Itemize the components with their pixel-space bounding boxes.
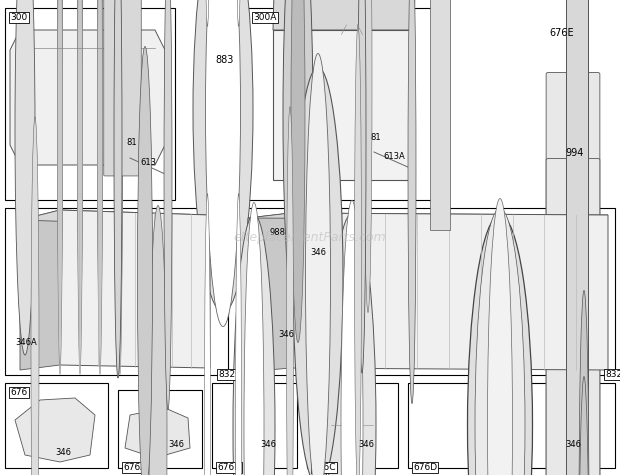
Bar [408, 383, 615, 468]
Polygon shape [290, 213, 608, 370]
Ellipse shape [286, 106, 293, 475]
Text: 346: 346 [310, 248, 326, 257]
Text: 346: 346 [260, 440, 276, 449]
Ellipse shape [283, 0, 313, 332]
Ellipse shape [97, 0, 102, 334]
FancyBboxPatch shape [546, 73, 600, 475]
Ellipse shape [579, 377, 589, 475]
Bar [248, 8, 435, 200]
Text: 676D: 676D [413, 463, 437, 472]
Ellipse shape [58, 0, 63, 354]
Ellipse shape [138, 47, 153, 475]
Ellipse shape [193, 0, 253, 313]
Ellipse shape [118, 0, 123, 334]
Ellipse shape [58, 0, 63, 314]
Ellipse shape [306, 54, 330, 475]
Ellipse shape [408, 0, 416, 403]
Ellipse shape [78, 0, 82, 314]
Text: 300A: 300A [253, 13, 277, 22]
Ellipse shape [31, 117, 39, 475]
Bar [5, 383, 108, 468]
Text: 883: 883 [215, 55, 233, 65]
Text: 346: 346 [358, 440, 374, 449]
Polygon shape [10, 30, 165, 165]
Bar [240, 208, 615, 375]
FancyBboxPatch shape [546, 159, 600, 475]
Text: 676A: 676A [123, 463, 146, 472]
Ellipse shape [475, 209, 525, 475]
Bar [212, 383, 297, 468]
Ellipse shape [236, 0, 242, 27]
Polygon shape [273, 30, 410, 180]
Text: 346: 346 [55, 448, 71, 457]
Text: 988: 988 [270, 228, 286, 237]
Text: 81: 81 [126, 138, 136, 147]
Ellipse shape [15, 0, 35, 355]
Bar [5, 8, 175, 200]
Text: 346: 346 [565, 440, 581, 449]
Text: 676B: 676B [217, 463, 241, 472]
Ellipse shape [293, 67, 343, 475]
FancyBboxPatch shape [104, 0, 141, 176]
Ellipse shape [487, 199, 513, 475]
Ellipse shape [205, 0, 241, 326]
Ellipse shape [467, 215, 533, 475]
Text: 676E: 676E [549, 28, 574, 38]
Ellipse shape [205, 193, 210, 475]
Ellipse shape [233, 215, 275, 475]
Polygon shape [15, 398, 95, 462]
Ellipse shape [97, 0, 102, 374]
Text: 81: 81 [370, 133, 381, 142]
Text: 346: 346 [168, 440, 184, 449]
Bar [430, 0, 450, 230]
Polygon shape [248, 213, 608, 220]
Ellipse shape [341, 200, 363, 475]
Polygon shape [273, 0, 422, 30]
Polygon shape [248, 213, 290, 372]
Bar [307, 383, 398, 468]
Ellipse shape [118, 0, 123, 374]
Ellipse shape [149, 206, 167, 475]
Ellipse shape [118, 0, 123, 314]
Text: 346: 346 [278, 330, 294, 339]
Bar [5, 208, 228, 375]
Polygon shape [566, 0, 588, 475]
Ellipse shape [291, 0, 305, 342]
Ellipse shape [355, 25, 361, 475]
Text: 346A: 346A [15, 338, 37, 347]
Ellipse shape [78, 0, 82, 334]
Polygon shape [20, 210, 60, 370]
Ellipse shape [364, 0, 372, 313]
Bar [118, 390, 202, 468]
Ellipse shape [244, 202, 264, 475]
Ellipse shape [114, 0, 122, 378]
Polygon shape [410, 0, 422, 180]
Text: 613: 613 [140, 158, 156, 167]
Ellipse shape [358, 0, 366, 373]
Ellipse shape [164, 0, 172, 409]
Ellipse shape [58, 0, 63, 374]
Ellipse shape [58, 0, 63, 334]
Ellipse shape [236, 193, 242, 475]
Ellipse shape [118, 0, 123, 354]
Ellipse shape [97, 0, 102, 354]
Text: 994: 994 [565, 148, 583, 158]
Text: 613A: 613A [383, 152, 405, 161]
Text: 676: 676 [10, 388, 27, 397]
Text: 832: 832 [218, 370, 235, 379]
Polygon shape [125, 408, 190, 458]
Text: 832A: 832A [605, 370, 620, 379]
Ellipse shape [97, 0, 102, 314]
Text: 300: 300 [10, 13, 27, 22]
Polygon shape [60, 210, 210, 368]
Ellipse shape [328, 213, 376, 475]
Ellipse shape [205, 0, 210, 27]
Text: 676C: 676C [312, 463, 335, 472]
Text: eReplacementParts.com: eReplacementParts.com [234, 231, 386, 244]
Ellipse shape [78, 0, 82, 374]
Polygon shape [566, 0, 588, 475]
Polygon shape [20, 210, 210, 225]
Ellipse shape [579, 291, 589, 475]
Ellipse shape [78, 0, 82, 354]
